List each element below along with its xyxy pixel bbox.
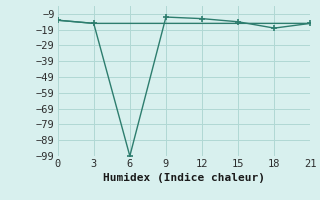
X-axis label: Humidex (Indice chaleur): Humidex (Indice chaleur)	[103, 173, 265, 183]
